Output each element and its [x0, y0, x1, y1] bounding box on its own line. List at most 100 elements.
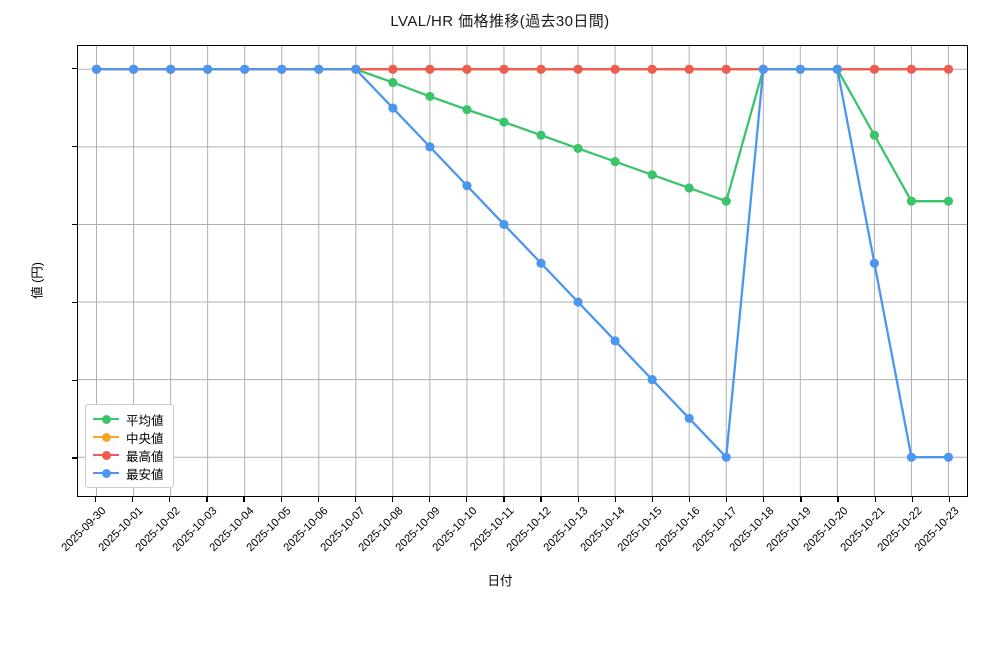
data-point: [721, 64, 731, 74]
x-tick-mark: [837, 497, 839, 502]
x-tick-mark: [577, 497, 579, 502]
x-tick-mark: [354, 497, 357, 502]
legend-label: 中央値: [126, 431, 164, 446]
data-point: [573, 64, 583, 74]
x-tick-mark: [688, 497, 691, 502]
data-point: [610, 157, 620, 167]
x-tick-mark: [651, 497, 654, 502]
data-point: [906, 64, 917, 74]
y-tick-mark: [72, 145, 77, 147]
legend-swatch-icon: [93, 448, 119, 462]
data-point: [647, 375, 657, 385]
x-axis-ticks: 2025-09-30 2025-10-01 2025-10-02 2025-10-03…: [59, 497, 962, 554]
x-tick-mark: [614, 497, 616, 502]
data-point: [388, 64, 398, 74]
data-series-layer: [91, 64, 954, 462]
x-tick-mark: [800, 497, 802, 502]
chart-title: LVAL/HR 価格推移(過去30日間): [390, 13, 610, 30]
y-tick-mark: [72, 301, 77, 303]
data-point: [462, 181, 472, 191]
data-point: [128, 64, 139, 74]
data-point: [758, 64, 768, 74]
series-最安値: [91, 64, 954, 462]
data-point: [499, 117, 509, 127]
x-tick-mark: [317, 497, 319, 502]
data-point: [647, 170, 657, 180]
data-point: [684, 64, 694, 74]
legend-item-中央値[interactable]: 中央値: [93, 428, 164, 446]
legend-swatch-icon: [93, 412, 119, 426]
data-point: [906, 452, 917, 462]
x-tick-mark: [874, 497, 876, 502]
data-point: [573, 143, 583, 153]
data-point: [388, 77, 398, 88]
x-tick-mark: [726, 497, 728, 502]
y-tick-mark: [72, 379, 77, 381]
y-tick-mark: [72, 223, 77, 225]
data-point: [943, 64, 954, 74]
data-point: [684, 413, 694, 423]
data-point: [943, 452, 954, 462]
legend-swatch-icon: [93, 466, 119, 480]
x-tick-mark: [206, 497, 208, 502]
x-tick-mark: [503, 497, 505, 502]
data-point: [277, 64, 287, 74]
plot-area: [77, 45, 968, 497]
data-point: [536, 130, 546, 140]
legend-swatch-icon: [93, 430, 119, 444]
data-point: [832, 64, 842, 74]
legend-label: 最高値: [126, 449, 164, 464]
legend-item-最安値[interactable]: 最安値: [93, 464, 164, 482]
y-tick-mark: [72, 67, 77, 69]
x-tick-mark: [911, 497, 913, 502]
legend-label: 平均値: [126, 413, 164, 428]
data-point: [869, 130, 879, 140]
legend-item-平均値[interactable]: 平均値: [93, 410, 164, 428]
x-tick-mark: [466, 497, 468, 502]
data-point: [795, 64, 805, 74]
data-point: [314, 64, 324, 74]
data-point: [351, 64, 361, 74]
data-point: [166, 64, 176, 74]
data-point: [203, 64, 213, 74]
data-point: [425, 64, 435, 74]
x-tick-mark: [169, 497, 171, 502]
x-tick-mark: [132, 497, 134, 502]
data-point: [573, 297, 583, 307]
x-tick-mark: [243, 497, 245, 502]
data-point: [647, 64, 657, 74]
data-point: [462, 64, 472, 74]
x-axis-label: 日付: [487, 574, 513, 588]
data-point: [943, 196, 954, 206]
legend-label: 最安値: [126, 467, 164, 482]
data-point: [721, 452, 731, 462]
data-point: [721, 196, 731, 206]
data-point: [425, 142, 435, 152]
data-point: [684, 183, 694, 193]
series-平均値: [91, 64, 954, 206]
data-point: [610, 64, 620, 74]
x-tick-mark: [763, 497, 765, 502]
data-point: [388, 103, 398, 113]
data-point: [536, 258, 546, 268]
legend-item-最高値[interactable]: 最高値: [93, 446, 164, 464]
x-tick-mark: [391, 497, 394, 502]
x-tick-mark: [540, 497, 542, 502]
data-point: [240, 64, 250, 74]
y-axis-ticks: 135013601370138013901400: [72, 67, 77, 459]
data-point: [906, 196, 917, 206]
y-tick-mark: [72, 457, 77, 459]
data-point: [91, 64, 102, 74]
data-point: [869, 258, 879, 268]
data-point: [536, 64, 546, 74]
chart-legend[interactable]: 平均値中央値最高値最安値: [85, 404, 174, 488]
data-point: [499, 64, 509, 74]
data-point: [425, 91, 435, 102]
x-tick-mark: [94, 497, 97, 502]
chart-figure: LVAL/HR 価格推移(過去30日間) 値 (円) 日付 1350136013…: [31, 13, 968, 588]
data-point: [499, 219, 509, 230]
x-tick-mark: [429, 497, 431, 502]
x-tick-mark: [948, 497, 951, 502]
x-tick-mark: [280, 497, 282, 502]
data-point: [610, 336, 620, 346]
